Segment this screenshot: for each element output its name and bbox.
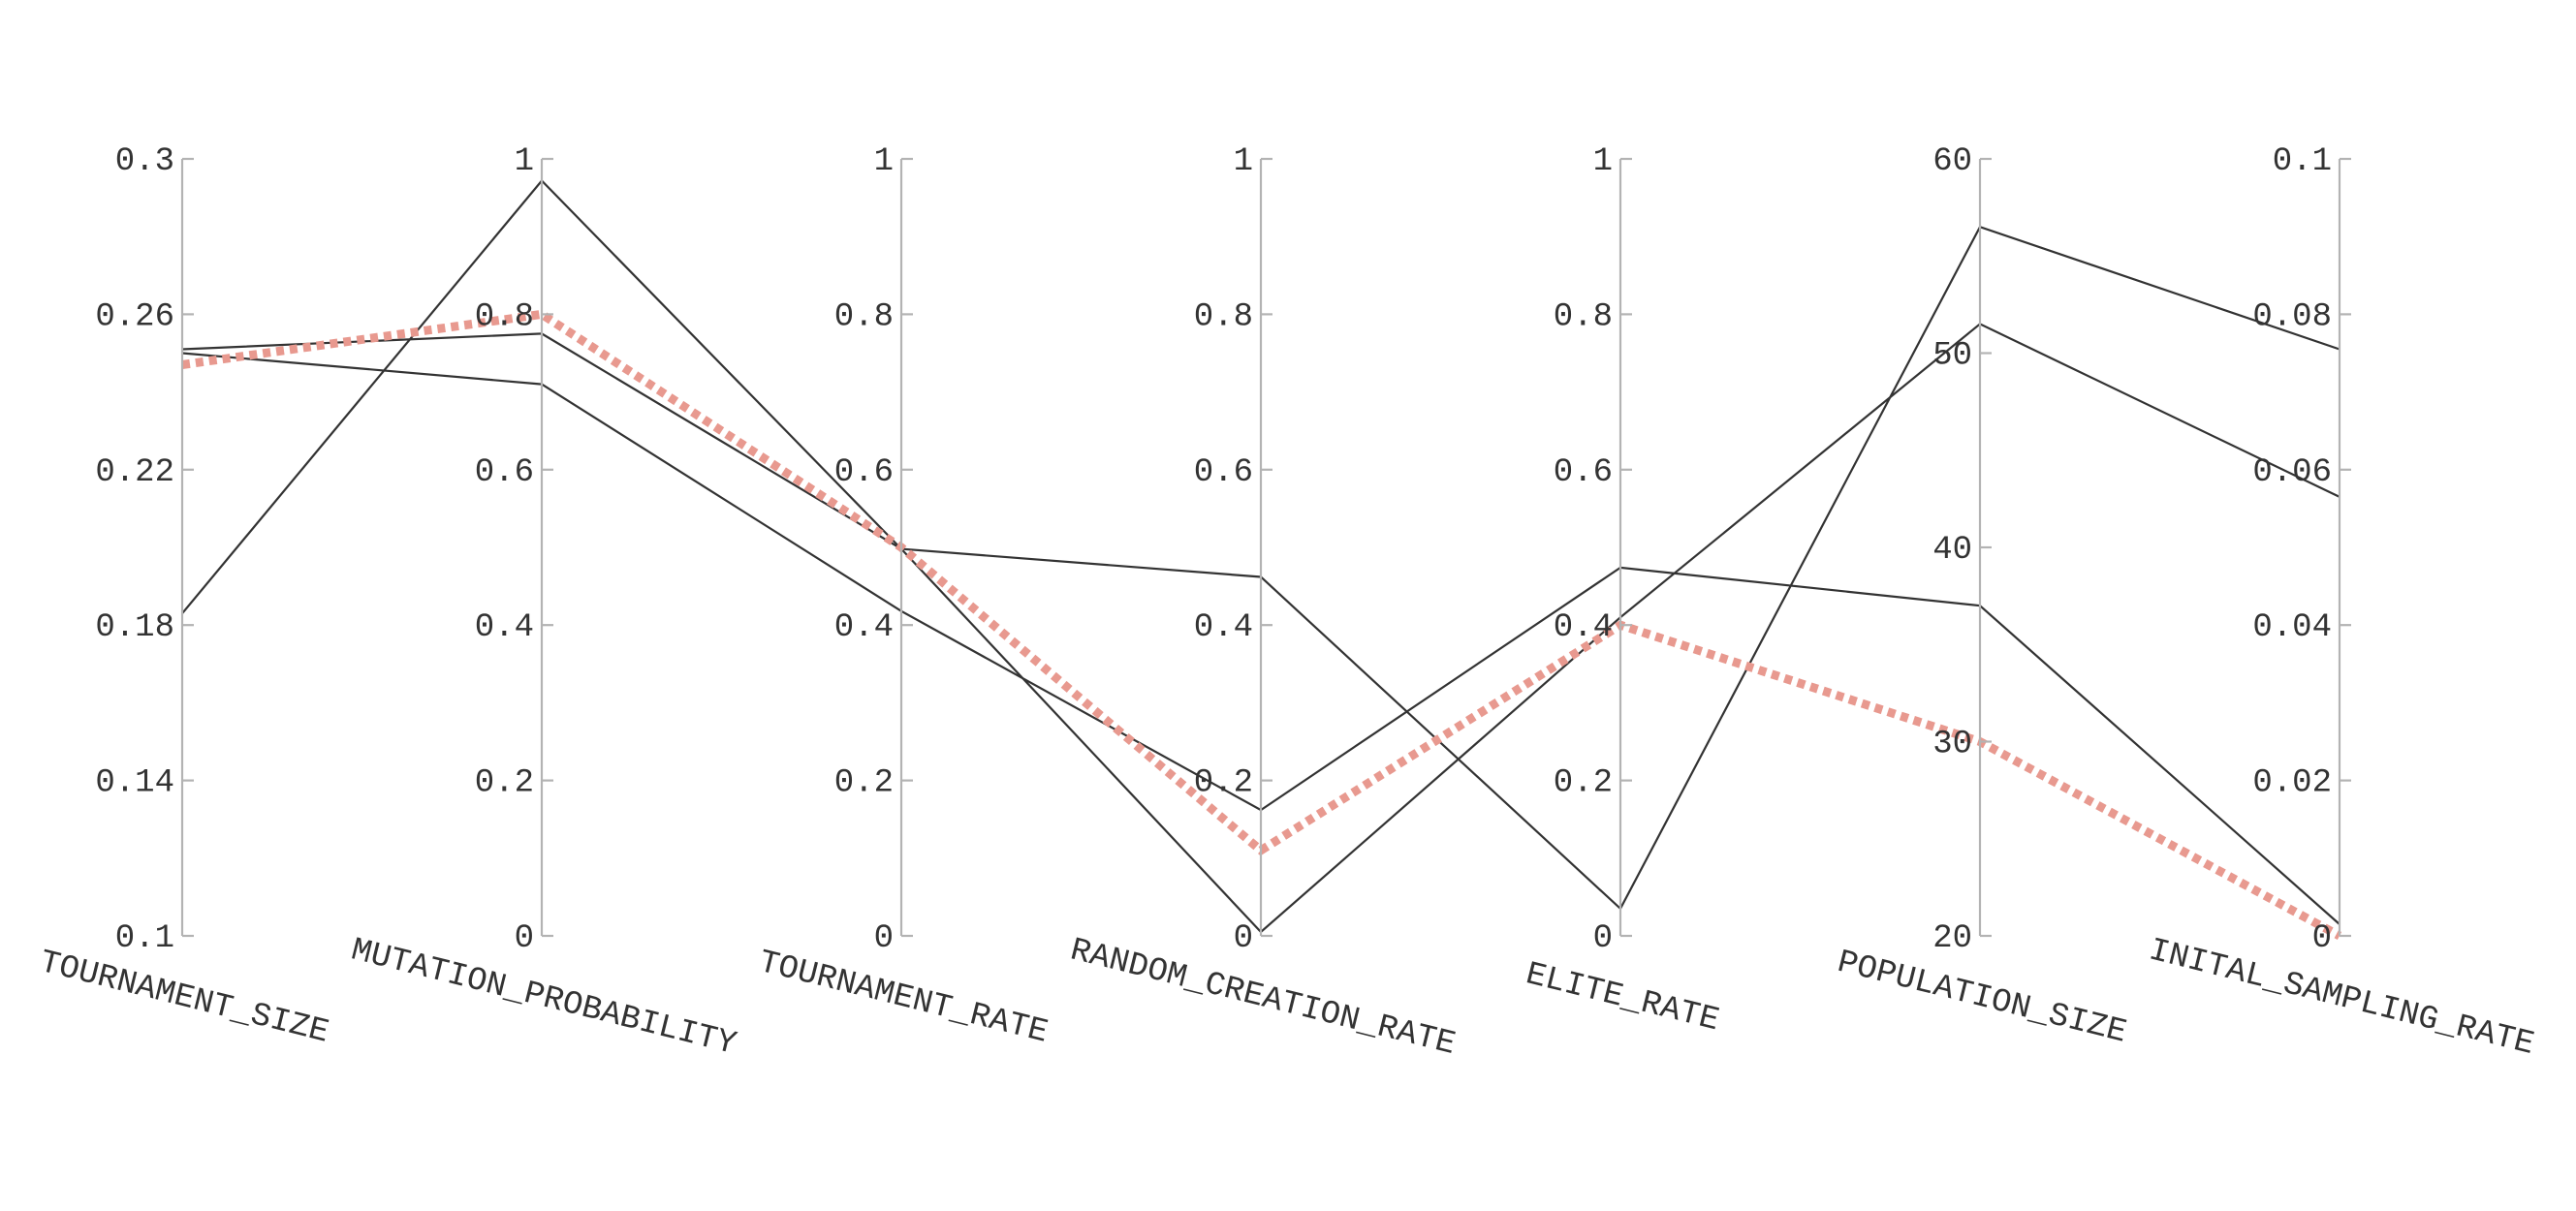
tick-label: 0.02 bbox=[2252, 765, 2332, 802]
tick-label: 1 bbox=[1593, 143, 1613, 180]
tick-label: 50 bbox=[1932, 338, 1972, 375]
tick-label: 0.1 bbox=[115, 920, 174, 957]
axis-tournament-size: 0.1 0.14 0.18 0.22 0.26 0.3 TOURNAMENT_SIZE bbox=[36, 143, 332, 1052]
tick-label: 0.8 bbox=[834, 298, 894, 335]
axes: 0.1 0.14 0.18 0.22 0.26 0.3 TOURNAMENT_SIZE 0 0.… bbox=[36, 143, 2538, 1064]
axis-tournament-rate: 0 0.2 0.4 0.6 0.8 1 TOURNAMENT_RATE bbox=[755, 143, 1052, 1052]
tick-label: 0.26 bbox=[95, 298, 174, 335]
tick-label: 0.14 bbox=[95, 765, 174, 802]
tick-label: 0.6 bbox=[475, 454, 534, 491]
tick-label: 0.6 bbox=[1554, 454, 1613, 491]
axis-label: ELITE_RATE bbox=[1522, 956, 1722, 1040]
tick-label: 0.2 bbox=[1194, 765, 1253, 802]
tick-label: 0 bbox=[2312, 920, 2332, 957]
axis-label: RANDOM_CREATION_RATE bbox=[1066, 932, 1459, 1064]
axis-mutation-probability: 0 0.2 0.4 0.6 0.8 1 MUTATION_PROBABILITY bbox=[347, 143, 739, 1064]
tick-label: 0.22 bbox=[95, 454, 174, 491]
axis-random-creation-rate: 0 0.2 0.4 0.6 0.8 1 RANDOM_CREATION_RATE bbox=[1066, 143, 1459, 1064]
tick-label: 0.2 bbox=[834, 765, 894, 802]
tick-label: 40 bbox=[1932, 532, 1972, 569]
tick-label: 0 bbox=[1234, 920, 1253, 957]
tick-label: 0.8 bbox=[1554, 298, 1613, 335]
tick-label: 0 bbox=[1593, 920, 1613, 957]
axis-label: MUTATION_PROBABILITY bbox=[347, 932, 739, 1064]
tick-label: 0.4 bbox=[1194, 609, 1253, 646]
tick-label: 0.08 bbox=[2252, 298, 2332, 335]
tick-label: 0 bbox=[515, 920, 534, 957]
axis-label: TOURNAMENT_RATE bbox=[755, 945, 1052, 1052]
tick-label: 0.8 bbox=[475, 298, 534, 335]
tick-label: 0.06 bbox=[2252, 454, 2332, 491]
tick-label: 0.2 bbox=[1554, 765, 1613, 802]
tick-label: 1 bbox=[874, 143, 894, 180]
tick-label: 0.4 bbox=[834, 609, 894, 646]
tick-label: 0.2 bbox=[475, 765, 534, 802]
axis-population-size: 20 30 40 50 60 POPULATION_SIZE bbox=[1834, 143, 2130, 1052]
tick-label: 0.8 bbox=[1194, 298, 1253, 335]
axis-label: POPULATION_SIZE bbox=[1834, 945, 2130, 1052]
tick-label: 0.6 bbox=[834, 454, 894, 491]
tick-label: 1 bbox=[515, 143, 534, 180]
tick-label: 60 bbox=[1932, 143, 1972, 180]
axis-label: TOURNAMENT_SIZE bbox=[36, 945, 332, 1052]
tick-label: 0.4 bbox=[475, 609, 534, 646]
tick-label: 1 bbox=[1234, 143, 1253, 180]
axis-label: INITAL_SAMPLING_RATE bbox=[2145, 932, 2537, 1064]
tick-label: 20 bbox=[1932, 920, 1972, 957]
tick-label: 0.04 bbox=[2252, 609, 2332, 646]
tick-label: 30 bbox=[1932, 727, 1972, 763]
axis-inital-sampling-rate: 0 0.02 0.04 0.06 0.08 0.1 INITAL_SAMPLING_RATE bbox=[2145, 143, 2537, 1064]
tick-label: 0.1 bbox=[2273, 143, 2332, 180]
tick-label: 0.18 bbox=[95, 609, 174, 646]
tick-label: 0.6 bbox=[1194, 454, 1253, 491]
tick-label: 0 bbox=[874, 920, 894, 957]
tick-label: 0.4 bbox=[1554, 609, 1613, 646]
tick-label: 0.3 bbox=[115, 143, 174, 180]
